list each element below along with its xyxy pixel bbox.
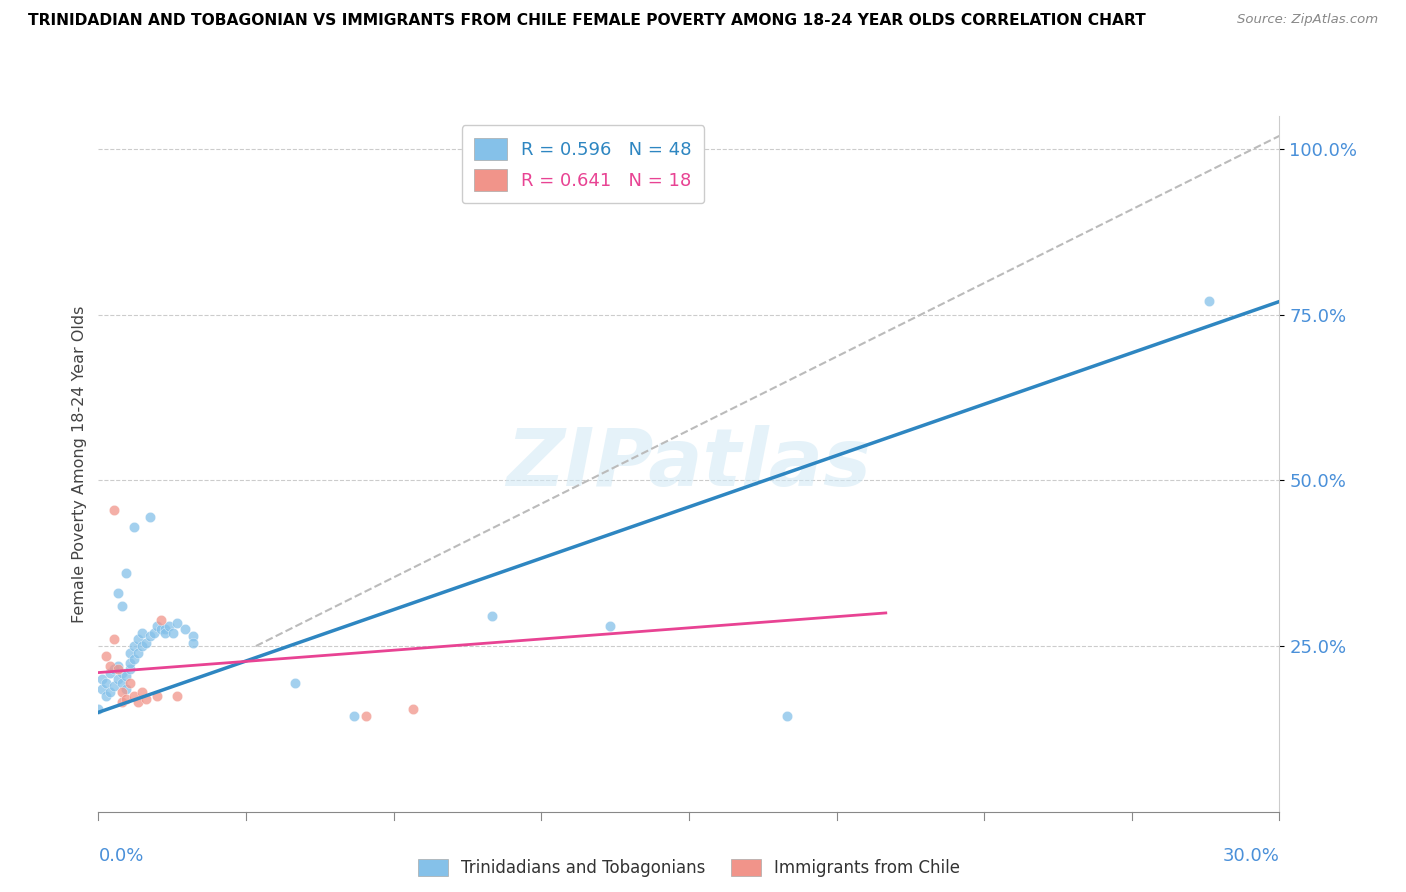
Point [481, 609, 503, 624]
Point [166, 615, 188, 630]
Point [115, 692, 138, 706]
Point [155, 623, 177, 637]
Point [96, 689, 118, 703]
Point [599, 619, 621, 633]
Point [122, 520, 145, 534]
Point [138, 629, 160, 643]
Text: ZIPatlas: ZIPatlas [506, 425, 872, 503]
Point [98, 665, 121, 680]
Y-axis label: Female Poverty Among 18-24 Year Olds: Female Poverty Among 18-24 Year Olds [72, 305, 87, 623]
Text: 30.0%: 30.0% [1223, 847, 1279, 864]
Point [162, 625, 184, 640]
Point [122, 639, 145, 653]
Point [103, 662, 125, 676]
Point [166, 689, 188, 703]
Point [181, 636, 204, 650]
Point [776, 708, 799, 723]
Point [103, 503, 125, 517]
Point [181, 629, 204, 643]
Point [87, 702, 110, 716]
Point [96, 675, 118, 690]
Point [111, 665, 134, 680]
Point [118, 675, 141, 690]
Point [127, 646, 149, 660]
Legend: R = 0.596   N = 48, R = 0.641   N = 18: R = 0.596 N = 48, R = 0.641 N = 18 [461, 125, 704, 203]
Legend: Trinidadians and Tobagonians, Immigrants from Chile: Trinidadians and Tobagonians, Immigrants… [411, 852, 967, 884]
Point [284, 675, 307, 690]
Text: 0.0%: 0.0% [98, 847, 143, 864]
Point [115, 682, 138, 697]
Point [174, 623, 197, 637]
Point [354, 708, 377, 723]
Point [150, 613, 173, 627]
Point [343, 708, 366, 723]
Point [127, 695, 149, 709]
Point [118, 662, 141, 676]
Point [107, 586, 129, 600]
Point [131, 685, 153, 699]
Point [122, 689, 145, 703]
Point [402, 702, 425, 716]
Point [155, 625, 177, 640]
Text: TRINIDADIAN AND TOBAGONIAN VS IMMIGRANTS FROM CHILE FEMALE POVERTY AMONG 18-24 Y: TRINIDADIAN AND TOBAGONIAN VS IMMIGRANTS… [28, 13, 1146, 29]
Text: Source: ZipAtlas.com: Source: ZipAtlas.com [1237, 13, 1378, 27]
Point [157, 619, 180, 633]
Point [146, 689, 169, 703]
Point [135, 636, 157, 650]
Point [146, 619, 169, 633]
Point [135, 692, 157, 706]
Point [103, 679, 125, 693]
Point [98, 659, 121, 673]
Point [127, 632, 149, 647]
Point [118, 656, 141, 670]
Point [107, 659, 129, 673]
Point [142, 625, 165, 640]
Point [103, 632, 125, 647]
Point [91, 682, 114, 697]
Point [122, 652, 145, 666]
Point [1198, 294, 1220, 309]
Point [115, 669, 138, 683]
Point [111, 675, 134, 690]
Point [111, 685, 134, 699]
Point [107, 662, 129, 676]
Point [91, 672, 114, 686]
Point [138, 509, 160, 524]
Point [98, 685, 121, 699]
Point [131, 639, 153, 653]
Point [111, 695, 134, 709]
Point [107, 672, 129, 686]
Point [150, 623, 173, 637]
Point [96, 648, 118, 663]
Point [118, 646, 141, 660]
Point [111, 599, 134, 614]
Point [131, 625, 153, 640]
Point [115, 566, 138, 581]
